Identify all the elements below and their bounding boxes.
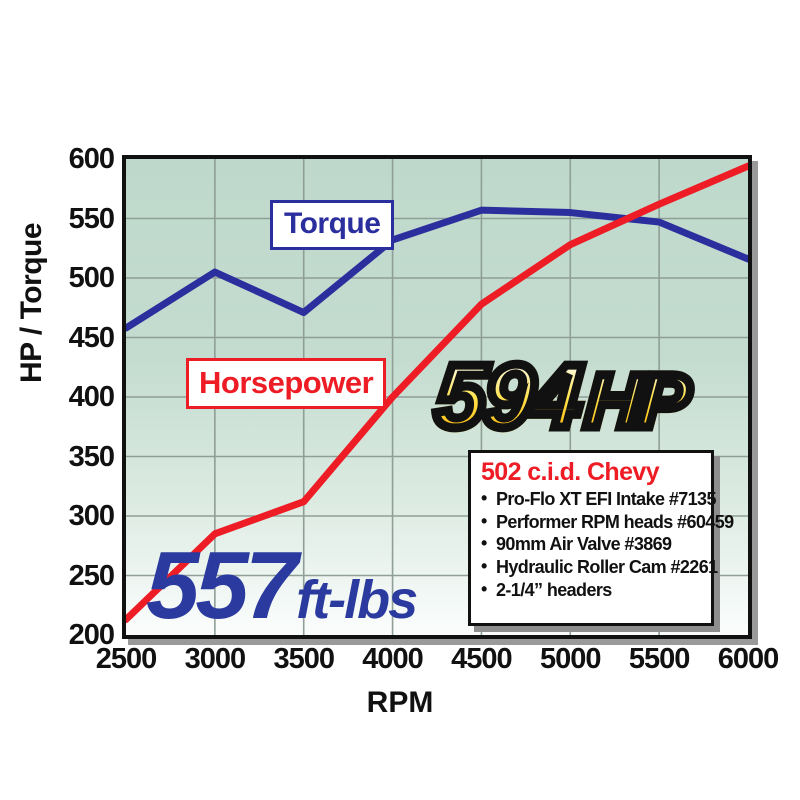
x-tick-label: 4000 xyxy=(362,643,424,675)
peak-horsepower-callout: 594HP xyxy=(428,343,695,452)
torque-series-label: Torque xyxy=(270,200,395,250)
x-axis-tick-labels: 2500 3000 3500 4000 4500 5000 5500 6000 xyxy=(0,645,800,685)
spec-list-item: Hydraulic Roller Cam #2261 xyxy=(481,555,718,579)
y-tick-label: 500 xyxy=(68,262,115,294)
x-tick-label: 3000 xyxy=(184,643,247,675)
spec-list-item: Pro-Flo XT EFI Intake #7135 xyxy=(481,487,716,511)
x-tick-label: 5000 xyxy=(540,643,602,675)
engine-spec-box: 502 c.i.d. Chevy Pro-Flo XT EFI Intake #… xyxy=(468,450,734,626)
x-tick-label: 4500 xyxy=(451,643,513,675)
y-tick-label: 300 xyxy=(68,500,115,532)
spec-list: Pro-Flo XT EFI Intake #7135Performer RPM… xyxy=(481,487,734,602)
peak-hp-value: 594 xyxy=(428,343,588,452)
y-tick-label: 200 xyxy=(68,619,115,651)
y-tick-label: 600 xyxy=(68,143,115,175)
spec-list-item: Performer RPM heads #60459 xyxy=(481,510,734,534)
y-axis-title: HP / Torque xyxy=(15,222,48,384)
peak-hp-unit: HP xyxy=(578,355,695,449)
spec-list-item: 2-1/4” headers xyxy=(481,578,703,602)
series-line-torque xyxy=(126,206,748,332)
spec-box-title: 502 c.i.d. Chevy xyxy=(481,458,660,486)
y-tick-label: 250 xyxy=(68,559,115,592)
x-tick-label: 2500 xyxy=(95,643,158,675)
x-tick-label: 5500 xyxy=(628,643,691,675)
peak-torque-value: 557 xyxy=(146,532,298,639)
peak-torque-callout: 557ft-lbs xyxy=(146,538,418,634)
peak-torque-unit: ft-lbs xyxy=(296,570,418,630)
plot-svg xyxy=(126,159,748,635)
y-tick-label: 450 xyxy=(68,321,115,354)
series-line-horsepower xyxy=(126,162,748,624)
y-tick-label: 350 xyxy=(68,440,115,473)
x-axis-title: RPM xyxy=(366,686,434,719)
y-tick-label: 400 xyxy=(68,381,115,413)
y-tick-label: 550 xyxy=(68,202,115,235)
x-tick-label: 3500 xyxy=(273,643,335,675)
y-axis-tick-labels: 200 250 300 350 400 450 500 550 600 xyxy=(48,0,115,800)
series-lines xyxy=(126,162,748,624)
horsepower-series-label: Horsepower xyxy=(186,358,387,409)
spec-list-item: 90mm Air Valve #3869 xyxy=(481,532,703,556)
x-tick-label: 6000 xyxy=(717,643,780,675)
